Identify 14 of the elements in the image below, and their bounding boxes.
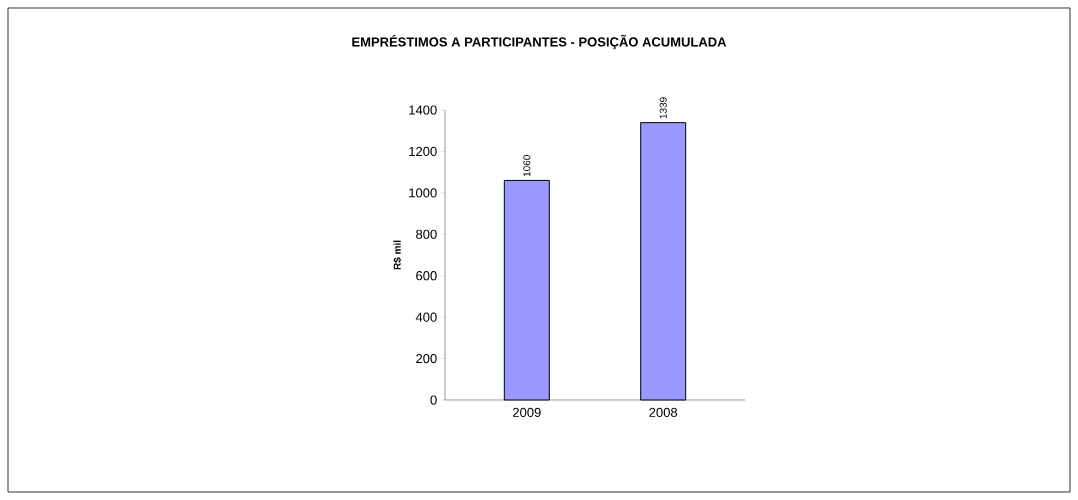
y-tick-label: 1200 bbox=[409, 146, 437, 157]
y-tick-label: 1400 bbox=[409, 105, 437, 115]
y-axis-title: R$ mil bbox=[393, 240, 402, 270]
y-tick-label: 1000 bbox=[409, 188, 437, 198]
chart-title: EMPRÉSTIMOS A PARTICIPANTES - POSIÇÃO ACUMULADA bbox=[352, 34, 727, 50]
x-tick-label: 2009 bbox=[513, 407, 541, 417]
x-tick-label: 2008 bbox=[649, 407, 678, 417]
data-label: 1060 bbox=[523, 155, 531, 177]
y-tick-label: 600 bbox=[416, 271, 437, 281]
y-tick-label: 0 bbox=[430, 395, 437, 405]
y-tick-label: 200 bbox=[416, 353, 437, 364]
y-tick-label: 800 bbox=[416, 229, 437, 239]
data-label: 1339 bbox=[659, 97, 667, 119]
y-tick-label: 400 bbox=[415, 312, 437, 322]
